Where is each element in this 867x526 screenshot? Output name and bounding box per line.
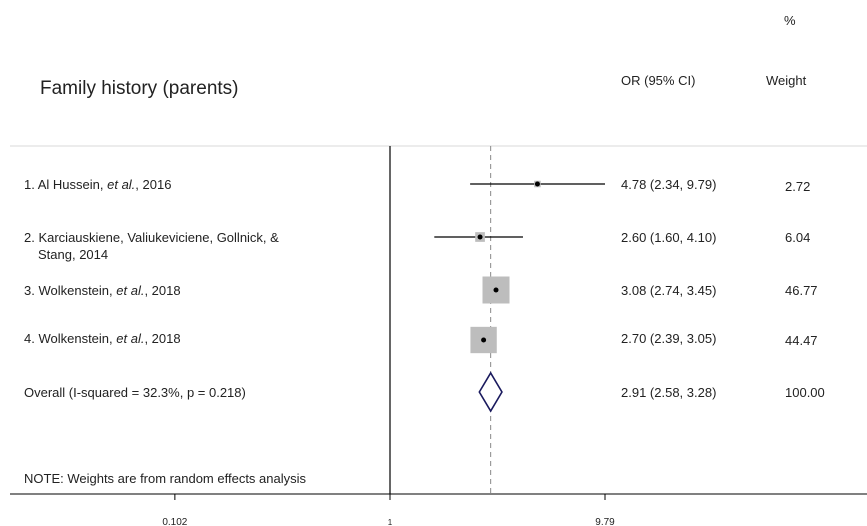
study-label: 2. Karciauskiene, Valiukeviciene, Gollni… bbox=[24, 230, 279, 245]
study-row: 1. Al Hussein, et al., 2016 4.78 (2.34, … bbox=[24, 177, 810, 194]
weight-text: 46.77 bbox=[785, 283, 818, 298]
estimate-text: 2.60 (1.60, 4.10) bbox=[621, 230, 716, 245]
study-row: 4. Wolkenstein, et al., 2018 2.70 (2.39,… bbox=[24, 326, 818, 354]
estimate-text: 2.70 (2.39, 3.05) bbox=[621, 331, 716, 346]
weight-unit-header: % bbox=[784, 13, 796, 28]
x-tick-label-1: 1 bbox=[388, 518, 393, 526]
weight-text: 44.47 bbox=[785, 333, 818, 348]
overall-diamond bbox=[478, 371, 503, 413]
weight-text: 6.04 bbox=[785, 230, 810, 245]
weight-column-header: Weight bbox=[766, 73, 807, 88]
point-estimate bbox=[477, 234, 483, 240]
overall-estimate-text: 2.91 (2.58, 3.28) bbox=[621, 385, 716, 400]
footnote: NOTE: Weights are from random effects an… bbox=[24, 471, 307, 486]
study-row: 3. Wolkenstein, et al., 2018 3.08 (2.74,… bbox=[24, 276, 818, 304]
weight-text: 2.72 bbox=[785, 179, 810, 194]
x-axis-ticks: 0.102 1 9.79 bbox=[162, 494, 615, 526]
study-label: 1. Al Hussein, et al., 2016 bbox=[24, 177, 171, 192]
point-estimate bbox=[534, 181, 540, 187]
overall-row: Overall (I-squared = 32.3%, p = 0.218) 2… bbox=[24, 371, 825, 413]
study-label-line2: Stang, 2014 bbox=[38, 247, 108, 262]
estimate-column-header: OR (95% CI) bbox=[621, 73, 695, 88]
x-tick-label-2: 9.79 bbox=[595, 517, 615, 526]
estimate-text: 4.78 (2.34, 9.79) bbox=[621, 177, 716, 192]
estimate-text: 3.08 (2.74, 3.45) bbox=[621, 283, 716, 298]
study-row: 2. Karciauskiene, Valiukeviciene, Gollni… bbox=[24, 230, 810, 262]
overall-label: Overall (I-squared = 32.3%, p = 0.218) bbox=[24, 385, 246, 400]
study-label: 3. Wolkenstein, et al., 2018 bbox=[24, 283, 181, 298]
overall-weight-text: 100.00 bbox=[785, 385, 825, 400]
study-label: 4. Wolkenstein, et al., 2018 bbox=[24, 331, 181, 346]
chart-title: Family history (parents) bbox=[40, 78, 239, 99]
x-tick-label-0: 0.102 bbox=[162, 517, 187, 526]
point-estimate bbox=[481, 337, 487, 343]
point-estimate bbox=[493, 287, 499, 293]
